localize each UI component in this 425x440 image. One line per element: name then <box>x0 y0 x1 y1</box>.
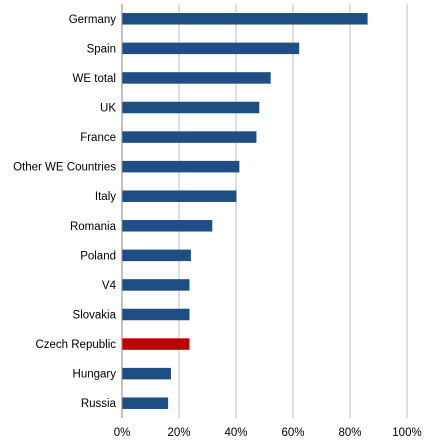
x-tick-label: 0% <box>114 427 131 439</box>
x-tick-label: 40% <box>224 427 247 439</box>
bar-v4 <box>122 279 190 291</box>
category-label: Hungary <box>73 369 117 381</box>
bar-we-total <box>122 72 271 84</box>
bar-spain <box>122 42 300 55</box>
x-tick-labels: 0% 20% 40% 60% 80% 100% <box>114 427 422 439</box>
x-tick-label: 100% <box>392 427 421 439</box>
category-label: Italy <box>95 191 116 203</box>
category-label: France <box>80 132 116 144</box>
category-label: Czech Republic <box>35 339 116 351</box>
bars <box>122 13 368 409</box>
x-tick-label: 80% <box>338 427 361 439</box>
category-label: Germany <box>69 14 117 26</box>
bar-czech-republic <box>122 338 190 350</box>
category-label: Russia <box>81 398 117 410</box>
category-label: Poland <box>80 250 116 262</box>
bar-italy <box>122 190 237 202</box>
bar-france <box>122 131 257 143</box>
bar-russia <box>122 397 169 409</box>
category-label: WE total <box>73 73 116 85</box>
category-label: Romania <box>70 221 117 233</box>
bar-other-we-countries <box>122 160 240 173</box>
x-tick-label: 60% <box>281 427 304 439</box>
x-tick-label: 20% <box>167 427 190 439</box>
category-labels: Germany Spain WE total UK France Other WE Cou… <box>13 14 117 410</box>
category-label: Spain <box>87 43 116 55</box>
category-label: Other WE Countries <box>13 162 116 174</box>
category-label: V4 <box>102 280 117 292</box>
bar-germany <box>122 13 368 25</box>
bar-slovakia <box>122 308 190 321</box>
category-label: Slovakia <box>73 310 117 322</box>
bar-romania <box>122 220 213 232</box>
vertical-gridlines <box>178 4 408 418</box>
bar-uk <box>122 101 260 114</box>
bar-hungary <box>122 367 171 380</box>
category-label: UK <box>100 103 116 115</box>
bar-poland <box>122 249 191 262</box>
